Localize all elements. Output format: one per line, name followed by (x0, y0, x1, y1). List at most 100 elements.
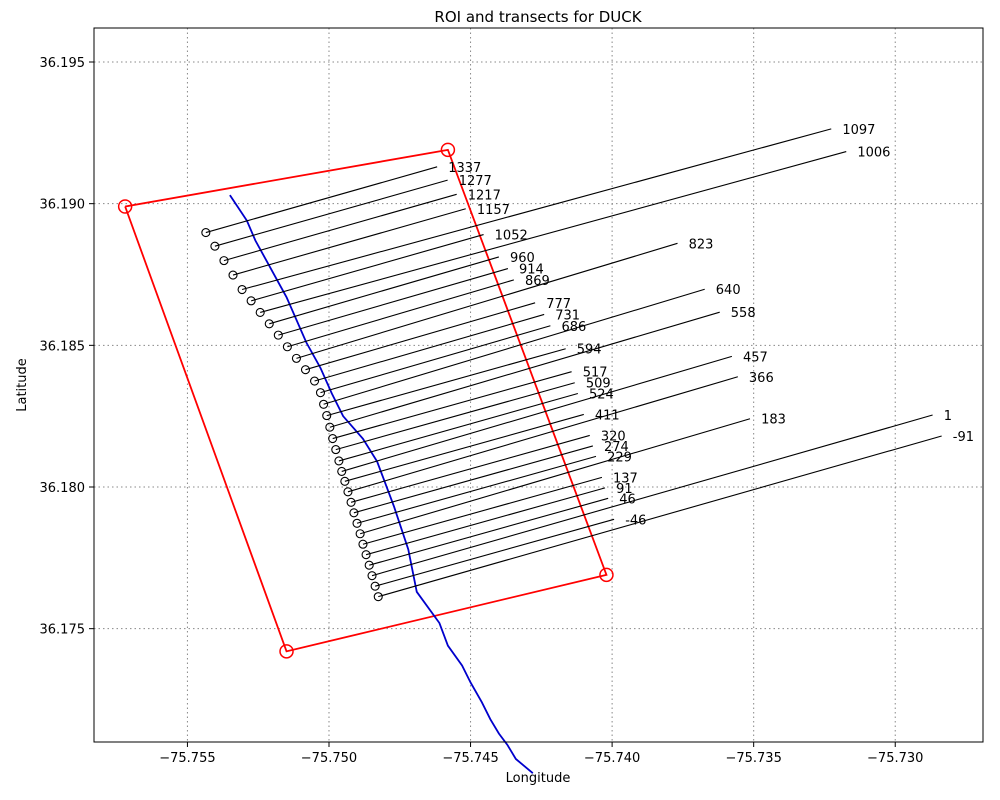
transect-line (371, 414, 933, 577)
transect-line (335, 382, 575, 451)
transect-label: 91 (616, 482, 633, 497)
y-tick-label: 36.190 (40, 198, 86, 213)
x-tick-label: −75.740 (584, 751, 640, 766)
transect-line (269, 256, 500, 325)
transect-label: 229 (607, 450, 632, 465)
transect-label: 914 (519, 263, 544, 278)
y-tick-label: 36.185 (40, 339, 86, 354)
transect-label: 1097 (842, 123, 875, 138)
x-axis-label: Longitude (506, 771, 571, 786)
transect-origin-marker (210, 241, 220, 251)
transect-line (338, 392, 579, 462)
transect-label: 1157 (477, 203, 510, 218)
transect-label: 823 (689, 237, 714, 252)
transect-line (332, 371, 572, 440)
transect-label: -91 (953, 430, 974, 445)
transect-label: 594 (577, 343, 602, 358)
transect-origin-marker (228, 270, 238, 280)
transect-label: 686 (561, 320, 586, 335)
transect-label: 517 (583, 366, 608, 381)
transect-line (356, 455, 597, 524)
transect-origin-marker (310, 376, 320, 386)
transect-label: 509 (586, 377, 611, 392)
transect-origin-marker (291, 353, 301, 363)
transect-origin-marker (346, 497, 356, 507)
transect-line (329, 311, 720, 428)
transect-line (362, 476, 603, 545)
transect-origin-marker (255, 307, 265, 318)
transect-origin-marker (355, 529, 365, 539)
transect-label: 1 (944, 409, 952, 424)
transect-label: 46 (619, 492, 636, 507)
transect-label: 183 (761, 413, 786, 428)
roi-vertex-marker (117, 199, 133, 214)
transect-line (353, 445, 594, 514)
roi-vertex-marker (440, 142, 456, 158)
transect-origin-marker (373, 592, 383, 602)
transect-label: 960 (510, 251, 535, 266)
transect-line (323, 288, 705, 405)
transect-label: 457 (743, 350, 768, 365)
chart-title: ROI and transects for DUCK (434, 8, 642, 26)
transect-line (241, 128, 832, 291)
plot-frame (93, 27, 984, 743)
transect-label: 1217 (468, 188, 501, 203)
transect-line (214, 179, 448, 247)
transect-line (260, 151, 847, 313)
transect-origin-marker (328, 433, 338, 444)
transect-origin-marker (343, 487, 353, 497)
transect-origin-marker (273, 330, 283, 340)
plot-area (94, 28, 983, 742)
transect-origin-marker (358, 539, 368, 549)
transect-label: 411 (595, 408, 620, 423)
x-tick-label: −75.750 (301, 751, 357, 766)
transect-label: 137 (613, 471, 638, 486)
transect-layer (201, 128, 942, 602)
transect-origin-marker (337, 466, 347, 476)
transect-line (287, 279, 515, 348)
transect-line (344, 413, 584, 482)
transect-label: 1006 (857, 146, 890, 161)
transect-origin-marker (331, 445, 341, 455)
transect-line (350, 434, 590, 503)
transect-label: 1337 (448, 161, 481, 176)
shoreline-layer (229, 194, 534, 774)
transect-origin-marker (246, 296, 256, 306)
transect-origin-marker (361, 550, 371, 560)
transect-origin-marker (352, 518, 362, 528)
transect-line (305, 302, 536, 371)
transect-origin-marker (349, 508, 359, 518)
transect-line (378, 435, 942, 598)
y-tick-label: 36.180 (40, 481, 86, 496)
transect-line (365, 487, 606, 556)
transect-label: 366 (749, 371, 774, 386)
transect-label: 731 (555, 308, 580, 323)
transect-label: -46 (625, 513, 646, 528)
transect-label: 274 (604, 440, 629, 455)
y-tick-label: 36.195 (40, 56, 86, 71)
transect-line (341, 355, 733, 472)
transect-origin-marker (201, 228, 211, 238)
transect-line (223, 193, 457, 262)
transect-line (326, 348, 566, 417)
transect-line (250, 234, 484, 302)
y-axis-label: Latitude (15, 358, 30, 412)
transect-origin-marker (340, 476, 350, 486)
transect-line (320, 325, 551, 394)
transect-label: 558 (731, 306, 756, 321)
transect-origin-marker (322, 411, 332, 421)
transect-line (374, 518, 615, 587)
x-tick-label: −75.745 (442, 751, 498, 766)
transect-origin-marker (319, 399, 329, 409)
transect-line (232, 208, 466, 276)
transect-label: 1052 (495, 229, 528, 244)
roi-layer (117, 142, 614, 659)
ticks: −75.755 −75.750 −75.745 −75.740 −75.735 −75.7… (40, 56, 924, 766)
x-tick-label: −75.755 (159, 751, 215, 766)
x-tick-label: −75.735 (725, 751, 781, 766)
transect-origin-marker (334, 456, 344, 466)
roi-vertex-marker (279, 644, 294, 659)
x-tick-label: −75.730 (867, 751, 923, 766)
transect-line (369, 497, 609, 566)
